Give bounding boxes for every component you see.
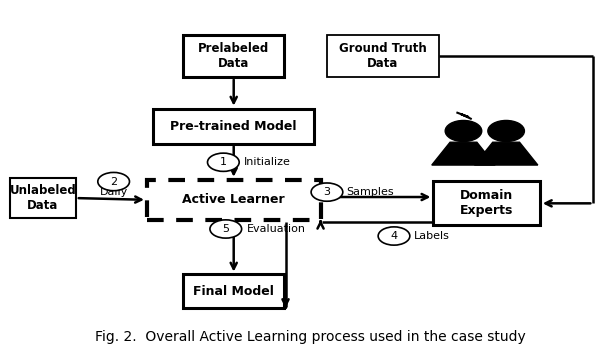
Text: Fig. 2.  Overall Active Learning process used in the case study: Fig. 2. Overall Active Learning process … — [94, 330, 525, 344]
Text: Samples: Samples — [346, 187, 394, 197]
Polygon shape — [474, 142, 538, 165]
Circle shape — [378, 227, 410, 245]
Bar — [147, 179, 320, 220]
Text: Pre-trained Model: Pre-trained Model — [171, 120, 297, 132]
Text: Final Model: Final Model — [193, 285, 274, 298]
Text: 5: 5 — [222, 224, 229, 234]
Bar — [153, 109, 314, 144]
Bar — [184, 35, 284, 77]
Bar — [433, 181, 540, 225]
Text: Unlabeled
Data: Unlabeled Data — [10, 184, 76, 212]
Text: Domain
Experts: Domain Experts — [460, 189, 513, 217]
Text: 1: 1 — [220, 157, 227, 167]
Text: Labels: Labels — [413, 231, 449, 241]
Circle shape — [210, 220, 241, 238]
Text: Prelabeled
Data: Prelabeled Data — [198, 42, 269, 70]
Text: 3: 3 — [323, 187, 330, 197]
Text: Evaluation: Evaluation — [246, 224, 306, 234]
Bar — [184, 274, 284, 308]
Text: Initialize: Initialize — [244, 157, 291, 167]
Circle shape — [208, 153, 239, 171]
Text: Ground Truth
Data: Ground Truth Data — [339, 42, 427, 70]
Circle shape — [488, 120, 524, 142]
Text: Daily: Daily — [100, 187, 128, 197]
Polygon shape — [432, 142, 495, 165]
Text: 4: 4 — [391, 231, 397, 241]
Bar — [10, 178, 76, 218]
Bar — [326, 35, 439, 77]
Circle shape — [98, 172, 129, 191]
Text: 2: 2 — [110, 177, 117, 187]
Circle shape — [445, 120, 482, 142]
Circle shape — [311, 183, 342, 201]
Text: Active Learner: Active Learner — [182, 193, 285, 206]
